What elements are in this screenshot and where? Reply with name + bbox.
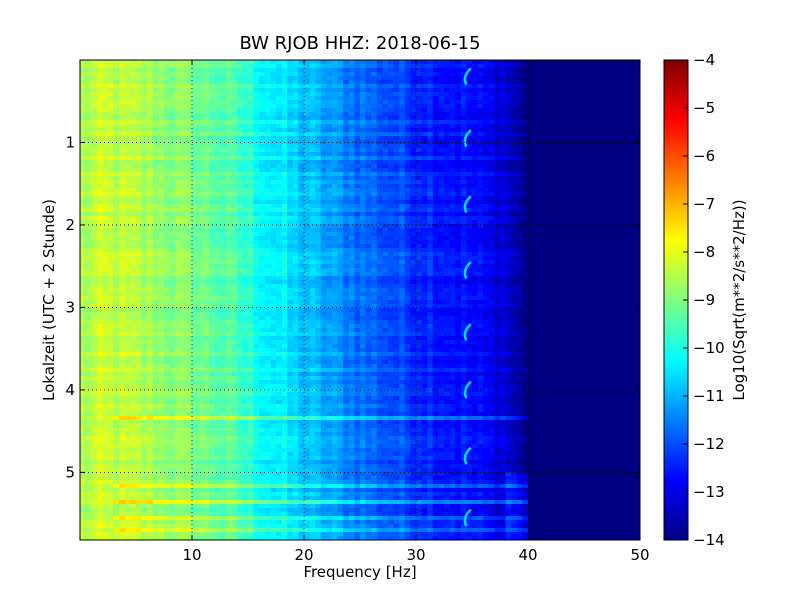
recurring-feature-mark: [463, 508, 472, 527]
recurring-feature-mark: [463, 322, 472, 342]
x-axis-label: Frequency [Hz]: [303, 563, 416, 581]
colorbar-tick-label: −5: [693, 99, 715, 117]
chart-title: BW RJOB HHZ: 2018-06-15: [239, 33, 480, 54]
colorbar: −4 −5 −6 −7 −8 −9 −10 −11 −12 −13 −14: [663, 51, 725, 549]
colorbar-tick-label: −9: [693, 291, 715, 309]
x-tick-label: 30: [406, 546, 425, 564]
x-tick-label: 40: [518, 546, 537, 564]
y-tick-label: 5: [65, 463, 75, 481]
colorbar-tick-label: −12: [693, 435, 725, 453]
y-tick-label: 2: [65, 216, 75, 234]
y-tick-label: 4: [65, 381, 75, 399]
spectrogram-heatmap: [80, 60, 641, 541]
y-axis: 1 2 3 4 5: [65, 133, 640, 481]
colorbar-label: Log10(Sqrt(m**2/s**2/Hz)): [730, 199, 748, 400]
colorbar-tick-label: −14: [693, 531, 725, 549]
y-tick-label: 1: [65, 133, 75, 151]
x-tick-label: 50: [630, 546, 649, 564]
colorbar-tick-label: −7: [693, 195, 715, 213]
x-tick-label: 20: [294, 546, 313, 564]
colorbar-tick-label: −4: [693, 51, 715, 69]
recurring-feature-mark: [463, 261, 472, 280]
plot-frame: [79, 59, 641, 541]
colorbar-tick-label: −10: [693, 339, 725, 357]
recurring-feature-mark: [463, 129, 472, 148]
recurring-feature-mark: [463, 195, 472, 214]
y-axis-label: Lokalzeit (UTC + 2 Stunde): [40, 199, 58, 401]
recurring-feature-mark: [463, 446, 472, 465]
colorbar-tick-label: −13: [693, 483, 725, 501]
colorbar-tick-label: −6: [693, 147, 715, 165]
y-tick-label: 3: [65, 298, 75, 316]
colorbar-tick-label: −11: [693, 387, 725, 405]
recurring-feature-mark: [463, 380, 472, 399]
x-axis: 10 20 30 40 50: [182, 60, 650, 564]
grid-lines: [80, 60, 640, 540]
recurring-feature-mark: [463, 67, 472, 86]
colorbar-tick-label: −8: [693, 243, 715, 261]
x-tick-label: 10: [182, 546, 201, 564]
